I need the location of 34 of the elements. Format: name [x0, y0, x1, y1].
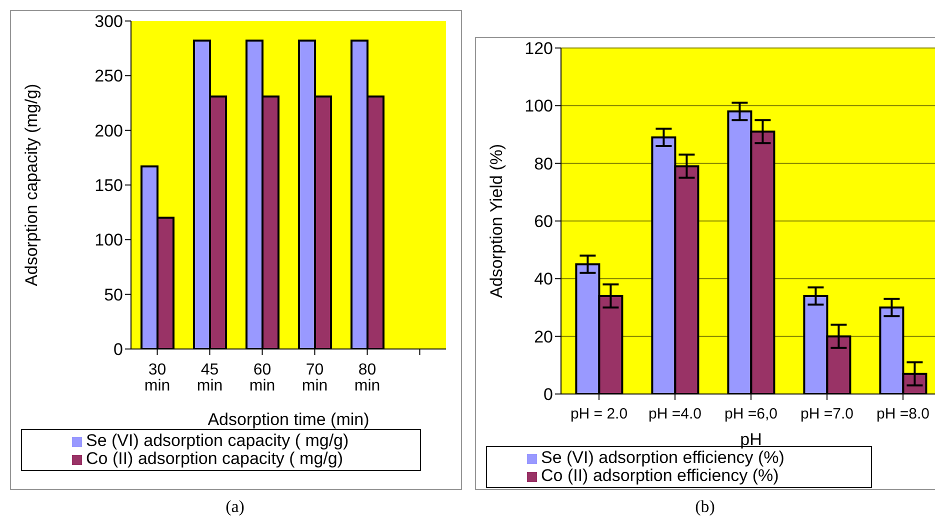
y-axis-title: Adsorption Yield (%): [487, 144, 506, 298]
text: (b): [694, 497, 716, 517]
x-tick-label: pH =7.0: [800, 406, 854, 423]
x-tick-label: pH =6,0: [724, 406, 778, 423]
y-tick-label: 0: [544, 385, 553, 404]
legend-label: Se (VI) adsorption capacity ( mg/g): [86, 431, 349, 450]
y-tick-label: 120: [524, 39, 553, 58]
y-tick-label: 300: [94, 12, 123, 32]
x-tick-label: 80 min: [354, 361, 380, 394]
x-tick-label: 70 min: [302, 361, 328, 394]
x-tick-label: pH =8.0: [876, 406, 930, 423]
y-tick-label: 0: [114, 340, 123, 360]
y-tick-label: 100: [524, 96, 553, 116]
x-axis-title: Adsorption time (min): [208, 410, 370, 429]
y-axis-title: Adsorption capacity (mg/g): [22, 84, 42, 286]
y-tick-label: 20: [534, 327, 553, 346]
legend-label: Se (VI) adsorption efficiency (%): [541, 448, 784, 467]
x-tick-label: 30 min: [144, 361, 170, 394]
y-tick-label: 50: [104, 285, 123, 304]
y-tick-label: 250: [94, 66, 123, 86]
legend-label: Co (II) adsorption efficiency (%): [541, 466, 779, 485]
y-tick-label: 80: [534, 154, 553, 174]
text: (a): [224, 497, 246, 517]
x-tick-label: pH =4.0: [648, 406, 702, 423]
x-tick-label: pH = 2.0: [570, 406, 628, 423]
y-tick-label: 40: [534, 270, 553, 289]
y-tick-label: 60: [534, 212, 553, 232]
x-axis-title: pH: [740, 430, 762, 449]
y-tick-label: 200: [94, 121, 123, 140]
x-tick-label: 45 min: [196, 361, 223, 394]
x-tick-label: 60 min: [249, 361, 276, 394]
y-tick-label: 100: [94, 230, 123, 250]
legend-label: Co (II) adsorption capacity ( mg/g): [86, 449, 343, 468]
y-tick-label: 150: [94, 176, 123, 196]
